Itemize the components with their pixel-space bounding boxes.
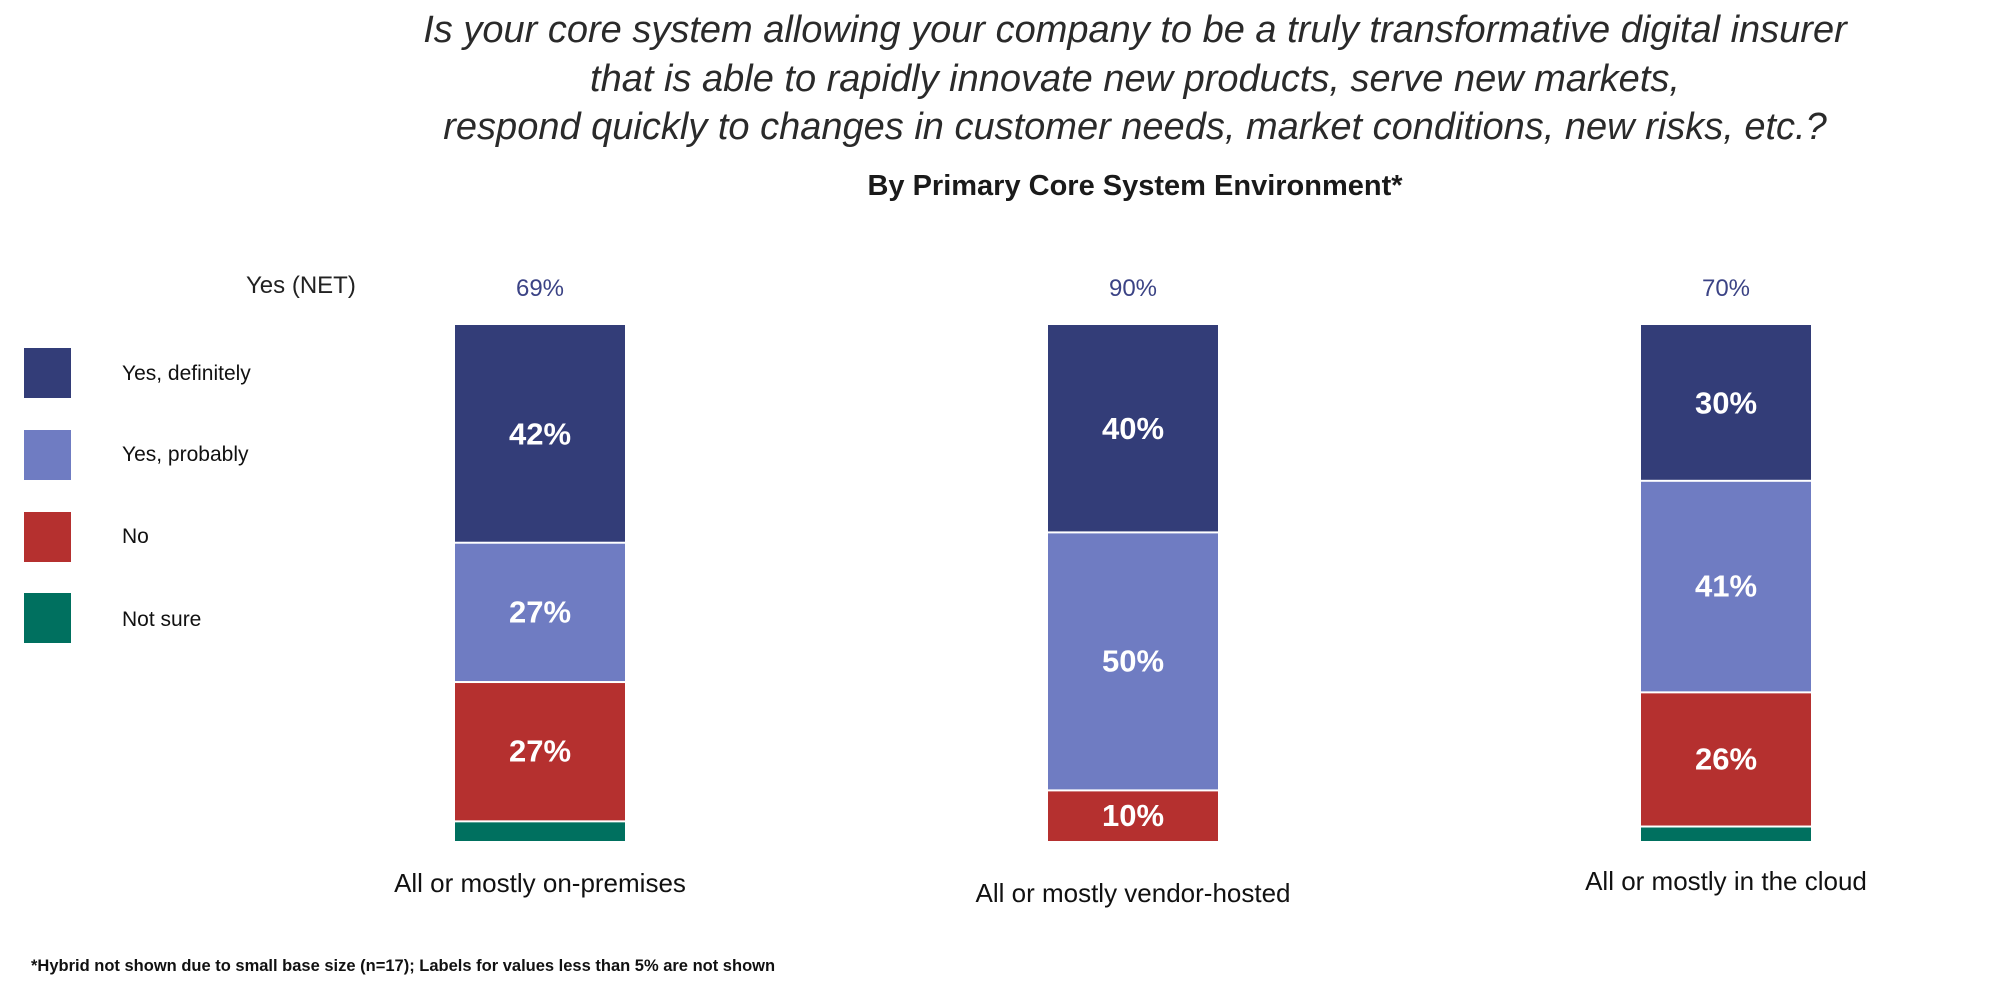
category-label: All or mostly in the cloud bbox=[1585, 866, 1867, 896]
bar-value-label: 30% bbox=[1695, 385, 1757, 420]
bar-segment-yes-probably bbox=[1048, 533, 1218, 790]
footnote: *Hybrid not shown due to small base size… bbox=[31, 957, 776, 975]
bar-segment-yes-probably bbox=[1641, 481, 1811, 692]
bar-value-label: 10% bbox=[1102, 798, 1164, 833]
legend-label-not-sure: Not sure bbox=[122, 608, 202, 631]
bar-value-label: 26% bbox=[1695, 741, 1757, 776]
bar-segment-not-sure bbox=[1641, 827, 1811, 841]
bar-value-label: 41% bbox=[1695, 569, 1757, 604]
category-label: All or mostly on-premises bbox=[394, 868, 686, 898]
net-row-label: Yes (NET) bbox=[246, 272, 356, 299]
chart-title: Is your core system allowing your compan… bbox=[260, 6, 1999, 152]
bar-segment-yes-definitely bbox=[455, 325, 625, 542]
bar-segment-yes-probably bbox=[455, 543, 625, 682]
bar-segment-yes-definitely bbox=[1641, 325, 1811, 480]
legend-swatch-yes-probably bbox=[24, 430, 71, 480]
bar-value-label: 27% bbox=[509, 734, 571, 769]
bar-value-label: 42% bbox=[509, 416, 571, 451]
bar-value-label: 50% bbox=[1102, 643, 1164, 678]
legend-swatch-not-sure bbox=[24, 593, 71, 643]
legend-label-no: No bbox=[122, 525, 149, 548]
bar-segment-no bbox=[1641, 693, 1811, 826]
net-value-label: 70% bbox=[1702, 275, 1750, 302]
category-label: All or mostly vendor-hosted bbox=[975, 878, 1290, 908]
bar-segment-no bbox=[455, 683, 625, 821]
bar-value-label: 40% bbox=[1102, 411, 1164, 446]
net-value-label: 69% bbox=[516, 275, 564, 302]
bar-value-label: 27% bbox=[509, 594, 571, 629]
legend-label-yes-probably: Yes, probably bbox=[122, 443, 249, 466]
title-line-1: Is your core system allowing your compan… bbox=[423, 9, 1847, 51]
net-value-label: 90% bbox=[1109, 275, 1157, 302]
title-line-3: respond quickly to changes in customer n… bbox=[443, 106, 1827, 148]
title-line-2: that is able to rapidly innovate new pro… bbox=[590, 57, 1680, 100]
legend-swatch-yes-definitely bbox=[24, 348, 71, 398]
legend-swatch-no bbox=[24, 512, 71, 562]
legend-label-yes-definitely: Yes, definitely bbox=[122, 362, 251, 385]
bar-segment-yes-definitely bbox=[1048, 325, 1218, 532]
chart-subtitle: By Primary Core System Environment* bbox=[867, 170, 1403, 202]
bar-segment-not-sure bbox=[455, 822, 625, 841]
bar-segment-no bbox=[1048, 791, 1218, 841]
